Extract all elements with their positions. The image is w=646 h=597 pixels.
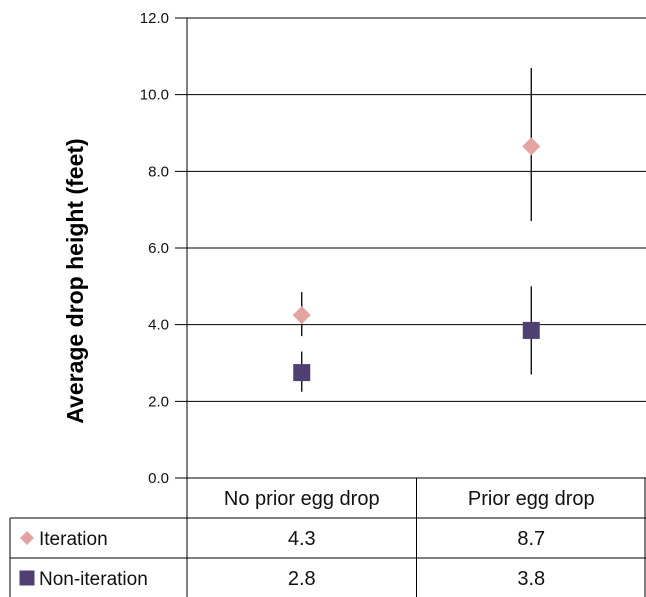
legend-label: Non-iteration	[39, 569, 148, 590]
y-tick-label: 12.0	[140, 10, 169, 27]
y-tick-label: 6.0	[148, 240, 169, 257]
error-bars	[301, 67, 532, 392]
category-label: Prior egg drop	[468, 488, 595, 510]
point-square	[522, 321, 540, 339]
data-points	[292, 137, 541, 382]
y-tick-label: 0.0	[148, 470, 169, 487]
point-diamond	[292, 306, 311, 325]
table-value: 8.7	[517, 528, 545, 550]
legend-key-square	[19, 570, 35, 586]
grid-lines	[175, 17, 646, 479]
legend-label: Iteration	[39, 529, 108, 550]
category-label: No prior egg drop	[224, 488, 380, 510]
point-square	[293, 364, 311, 382]
y-axis-label: Average drop height (feet)	[62, 138, 88, 423]
y-axis-ticks: 0.0 2.0 4.0 6.0 8.0 10.0 12.0	[140, 10, 169, 487]
point-diamond	[522, 137, 541, 156]
y-tick-label: 8.0	[148, 163, 169, 180]
table-value: 3.8	[517, 568, 545, 590]
data-table: No prior egg drop Prior egg drop Iteration…	[9, 477, 646, 597]
table-value: 2.8	[288, 568, 316, 590]
table-value: 4.3	[288, 528, 316, 550]
legend-key-diamond	[20, 531, 34, 545]
y-tick-label: 2.0	[148, 393, 169, 410]
y-tick-label: 4.0	[148, 317, 169, 334]
y-tick-label: 10.0	[140, 87, 169, 104]
